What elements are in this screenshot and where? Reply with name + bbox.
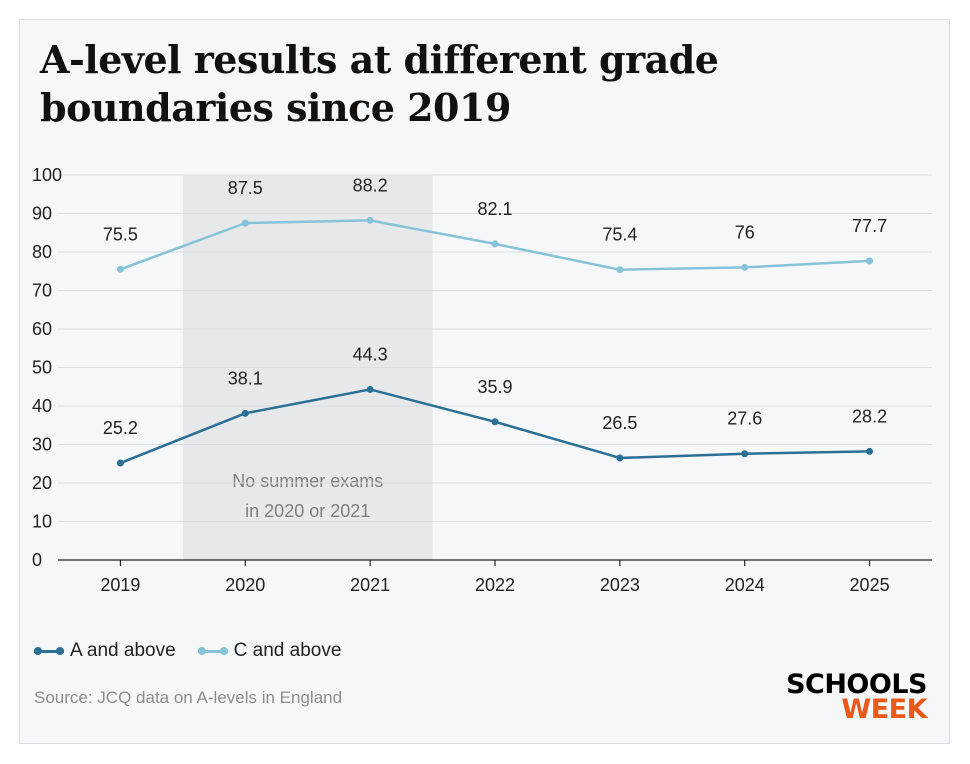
x-tick-label-2024: 2024 (725, 575, 765, 595)
source-note: Source: JCQ data on A-levels in England (34, 688, 343, 707)
y-tick-label-90: 90 (32, 204, 52, 224)
chart-card: A-level results at different grade bound… (19, 19, 950, 744)
data-label-a-and-above-2019: 25.2 (103, 418, 138, 438)
point-c-and-above-2024 (741, 263, 749, 271)
x-tick-label-2021: 2021 (350, 575, 390, 595)
legend: A and above C and above (34, 640, 341, 662)
point-a-and-above-2024 (741, 450, 749, 458)
data-label-c-and-above-2022: 82.1 (477, 199, 512, 219)
point-c-and-above-2023 (616, 266, 624, 274)
data-label-a-and-above-2021: 44.3 (353, 344, 388, 364)
y-tick-label-30: 30 (32, 435, 52, 455)
point-a-and-above-2020 (241, 409, 249, 417)
point-a-and-above-2022 (491, 418, 499, 426)
data-label-c-and-above-2021: 88.2 (353, 175, 388, 195)
point-a-and-above-2023 (616, 454, 624, 462)
data-label-c-and-above-2025: 77.7 (852, 216, 887, 236)
y-tick-label-70: 70 (32, 281, 52, 301)
legend-swatch-c-and-above (197, 645, 228, 657)
data-label-a-and-above-2024: 27.6 (727, 409, 762, 429)
data-label-a-and-above-2023: 26.5 (602, 413, 637, 433)
data-label-a-and-above-2020: 38.1 (228, 368, 263, 388)
y-tick-label-40: 40 (32, 396, 52, 416)
shaded-region-label-line-2: in 2020 or 2021 (245, 501, 370, 521)
y-tick-label-0: 0 (32, 550, 42, 570)
data-label-a-and-above-2025: 28.2 (852, 406, 887, 426)
chart-title: A-level results at different grade bound… (40, 37, 719, 130)
schools-week-logo: SCHOOLS WEEK (786, 669, 927, 725)
point-a-and-above-2019 (116, 459, 124, 467)
y-tick-label-60: 60 (32, 319, 52, 339)
x-tick-label-2025: 2025 (850, 575, 890, 595)
data-label-c-and-above-2023: 75.4 (602, 225, 637, 245)
x-tick-label-2020: 2020 (225, 575, 265, 595)
data-label-c-and-above-2024: 76 (735, 222, 755, 242)
point-a-and-above-2021 (366, 385, 374, 393)
y-tick-label-10: 10 (32, 512, 52, 532)
data-label-c-and-above-2020: 87.5 (228, 178, 263, 198)
x-tick-label-2023: 2023 (600, 575, 640, 595)
shaded-region-label-line-1: No summer exams (232, 471, 383, 491)
legend-label-a-and-above: A and above (70, 640, 176, 661)
point-c-and-above-2019 (116, 265, 124, 273)
line-chart: No summer exams in 2020 or 2021 0 10 20 30 40 5… (32, 165, 932, 595)
point-c-and-above-2022 (491, 240, 499, 248)
y-tick-label-50: 50 (32, 358, 52, 378)
point-a-and-above-2025 (866, 447, 874, 455)
legend-item-a-and-above: A and above (34, 640, 176, 662)
legend-swatch-a-and-above (34, 645, 64, 657)
point-c-and-above-2020 (241, 219, 249, 227)
logo-line-2: WEEK (841, 694, 927, 725)
y-tick-label-80: 80 (32, 242, 52, 262)
logo-line-1: SCHOOLS (786, 669, 927, 700)
data-label-a-and-above-2022: 35.9 (477, 377, 512, 397)
y-tick-label-20: 20 (32, 473, 52, 493)
x-tick-label-2022: 2022 (475, 575, 515, 595)
legend-label-c-and-above: C and above (233, 640, 342, 661)
y-tick-label-100: 100 (32, 165, 62, 185)
point-c-and-above-2021 (366, 216, 374, 224)
legend-item-c-and-above: C and above (197, 640, 342, 662)
data-label-c-and-above-2019: 75.5 (103, 224, 138, 244)
point-c-and-above-2025 (866, 257, 874, 265)
x-tick-label-2019: 2019 (100, 575, 140, 595)
